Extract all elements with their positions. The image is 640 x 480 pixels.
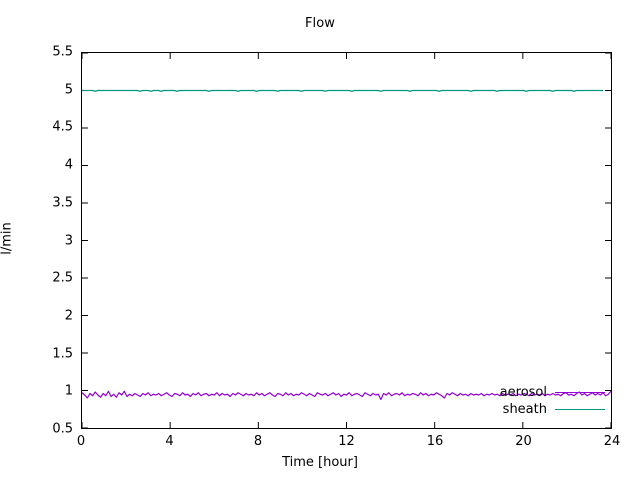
y-tick-label: 2.5 xyxy=(52,270,73,286)
series-line-aerosol xyxy=(82,390,611,401)
chart-title: Flow xyxy=(304,16,336,31)
x-tick-label: 4 xyxy=(165,434,174,449)
x-tick-label: 12 xyxy=(338,434,355,449)
y-axis-tick-labels: 0.5 1 1.5 2 2.5 3 3.5 4 4.5 5 5.5 xyxy=(0,0,73,480)
y-tick-label: 5.5 xyxy=(52,44,73,60)
x-tick-label: 24 xyxy=(603,434,621,449)
series-line-sheath xyxy=(82,89,604,92)
legend-line-swatch xyxy=(555,409,605,410)
x-tick-label: 16 xyxy=(426,434,444,449)
y-tick-label: 5 xyxy=(64,82,73,98)
y-tick-label: 0.5 xyxy=(52,421,73,437)
y-tick-label: 4.5 xyxy=(52,119,73,135)
y-tick-label: 1.5 xyxy=(52,346,73,362)
legend-item-aerosol[interactable]: aerosol xyxy=(475,384,605,401)
x-tick-label: 0 xyxy=(76,434,86,449)
x-tick-label: 20 xyxy=(515,434,532,449)
y-tick-label: 3 xyxy=(64,233,73,248)
legend-item-sheath[interactable]: sheath xyxy=(475,401,605,418)
legend: aerosol sheath xyxy=(475,384,605,418)
y-tick-label: 4 xyxy=(64,157,73,173)
y-axis-title: l/min xyxy=(0,222,15,255)
x-axis-title: Time [hour] xyxy=(282,455,358,470)
plot-area xyxy=(81,52,612,429)
legend-label: aerosol xyxy=(499,385,547,400)
plot-canvas xyxy=(82,53,611,428)
y-tick-label: 1 xyxy=(64,383,73,399)
y-tick-label: 2 xyxy=(64,308,73,324)
legend-label: sheath xyxy=(502,402,547,417)
x-tick-label: 8 xyxy=(253,434,263,449)
legend-line-swatch xyxy=(555,392,605,393)
y-tick-label: 3.5 xyxy=(52,195,73,211)
